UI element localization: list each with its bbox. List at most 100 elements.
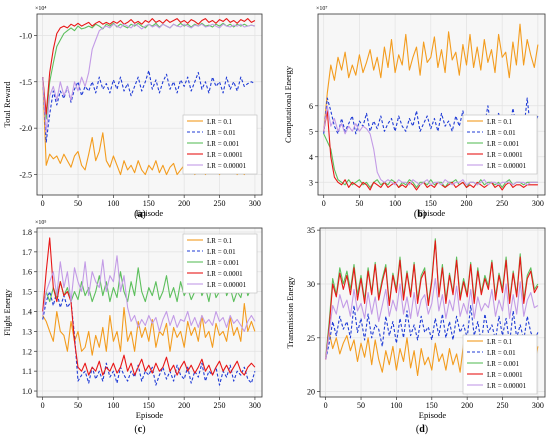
legend-entry: LR = 0.001	[207, 140, 240, 148]
y-tick-label: 1.2	[22, 347, 32, 356]
panel-2: 0 50 100 150 200 250 300 3 4 5 6 ×10⁷ Episode Computa…	[283, 6, 546, 220]
legend-entry: LR = 0.00001	[207, 162, 247, 170]
x-tick-label: 100	[389, 199, 401, 208]
legend-entry: LR = 0.00001	[207, 281, 247, 289]
y-tick-label: -2.0	[19, 124, 32, 133]
x-tick-label: 150	[426, 401, 438, 410]
legend-entry: LR = 0.001	[487, 360, 520, 368]
legend-entry: LR = 0.00001	[487, 162, 527, 170]
x-tick-label: 300	[532, 401, 544, 410]
y-multiplier: ×10⁵	[35, 220, 46, 226]
x-tick-label: 50	[357, 401, 365, 410]
x-tick-label: 0	[324, 401, 328, 410]
legend-entry: LR = 0.01	[487, 349, 516, 357]
legend-box	[182, 114, 258, 175]
plot-frame	[319, 227, 546, 398]
plot-frame	[317, 13, 546, 196]
x-tick-label: 100	[107, 401, 119, 410]
series-line-5	[323, 105, 538, 186]
y-tick-label: 30	[307, 280, 315, 289]
series-line-5	[42, 255, 256, 332]
x-tick-label: 300	[249, 199, 261, 208]
y-tick-label: 25	[307, 334, 315, 343]
x-tick-label: 300	[532, 199, 544, 208]
legend-entry: LR = 0.0001	[207, 270, 243, 278]
series-line-2	[42, 291, 256, 386]
y-tick-label: 20	[307, 388, 315, 397]
legend-entry: LR = 0.0001	[487, 371, 523, 379]
legend-entry: LR = 0.1	[487, 118, 513, 126]
legend: LR = 0.1 LR = 0.01 LR = 0.001 LR = 0.0001 LR…	[462, 114, 538, 175]
y-axis-label: Total Reward	[2, 81, 12, 128]
legend: LR = 0.1 LR = 0.01 LR = 0.001 LR = 0.0001 LR…	[182, 114, 258, 175]
legend-entry: LR = 0.001	[487, 140, 520, 148]
y-tick-label: 1.3	[22, 327, 32, 336]
legend-entry: LR = 0.00001	[487, 382, 527, 390]
legend: LR = 0.1 LR = 0.01 LR = 0.001 LR = 0.0001 LR…	[182, 233, 258, 294]
x-tick-label: 250	[214, 401, 226, 410]
y-tick-label: 5	[309, 127, 313, 136]
x-tick-label: 0	[41, 401, 45, 410]
y-multiplier: ×10⁴	[35, 6, 46, 12]
x-tick-label: 150	[143, 401, 155, 410]
series-line-4	[42, 237, 256, 376]
y-multiplier: ×10⁷	[316, 6, 327, 12]
y-axis-label: Flight Energy	[2, 288, 12, 336]
legend-box	[182, 233, 258, 294]
series-line-1	[42, 303, 256, 356]
x-axis-label: Episode	[419, 410, 447, 420]
panel-label: (a)	[134, 209, 146, 220]
y-tick-label: -1.5	[19, 78, 32, 87]
x-tick-label: 50	[74, 199, 82, 208]
x-tick-label: 50	[74, 401, 82, 410]
x-tick-label: 200	[460, 199, 472, 208]
x-tick-label: 200	[178, 401, 190, 410]
x-tick-label: 0	[322, 199, 326, 208]
x-tick-label: 250	[496, 199, 508, 208]
y-axis-label: Computational Energy	[283, 65, 293, 143]
y-tick-label: 1.8	[22, 228, 32, 237]
x-axis-label: Episode	[136, 208, 164, 218]
panel-4: 0 50 100 150 200 250 300 20 25 30 35 Episode Transmi…	[285, 226, 546, 435]
legend-entry: LR = 0.1	[207, 237, 233, 245]
panel-label: (c)	[134, 424, 145, 435]
y-tick-label: 1.5	[22, 288, 32, 297]
x-tick-label: 150	[425, 199, 437, 208]
x-tick-label: 250	[497, 401, 509, 410]
y-tick-label: 3	[309, 178, 313, 187]
y-axis-label: Transmission Energy	[285, 276, 295, 349]
y-tick-label: -2.5	[19, 171, 32, 180]
y-tick-label: 1.0	[22, 387, 32, 396]
series-line-1	[323, 23, 539, 132]
y-tick-label: 6	[309, 102, 313, 111]
legend-entry: LR = 0.01	[487, 129, 516, 137]
y-tick-label: 35	[307, 226, 315, 235]
y-tick-label: 1.7	[22, 248, 32, 257]
panel-label: (d)	[416, 424, 428, 435]
x-tick-label: 100	[390, 401, 402, 410]
y-tick-label: 1.4	[22, 308, 32, 317]
x-tick-label: 100	[107, 199, 119, 208]
y-tick-label: 1.6	[22, 268, 32, 277]
legend-entry: LR = 0.001	[207, 259, 240, 267]
x-tick-label: 0	[41, 199, 45, 208]
x-tick-label: 50	[355, 199, 363, 208]
legend-box	[462, 114, 538, 175]
x-tick-label: 250	[214, 199, 226, 208]
series-line-5	[325, 278, 539, 360]
series-line-5	[42, 23, 256, 134]
y-tick-label: 1.1	[22, 367, 32, 376]
x-tick-label: 200	[461, 401, 473, 410]
plot-frame	[36, 227, 263, 398]
panel-3: 0 50 100 150 200 250 300 1.0 1.1 1.2 1.3 1.4 1.5 1.6 1…	[2, 220, 263, 435]
series-line-3	[323, 133, 538, 188]
plot-frame	[36, 13, 263, 196]
legend-entry: LR = 0.0001	[487, 151, 523, 159]
legend-entry: LR = 0.01	[207, 248, 236, 256]
x-axis-label: Episode	[136, 410, 164, 420]
panel-label: (b)	[414, 209, 426, 220]
y-tick-label: -1.0	[19, 31, 32, 40]
legend: LR = 0.1 LR = 0.01 LR = 0.001 LR = 0.0001 LR…	[462, 334, 538, 395]
panel-1: 0 50 100 150 200 250 300 -1.0 -1.5 -2.0 -2.5 ×10⁴ Ep…	[2, 6, 263, 220]
